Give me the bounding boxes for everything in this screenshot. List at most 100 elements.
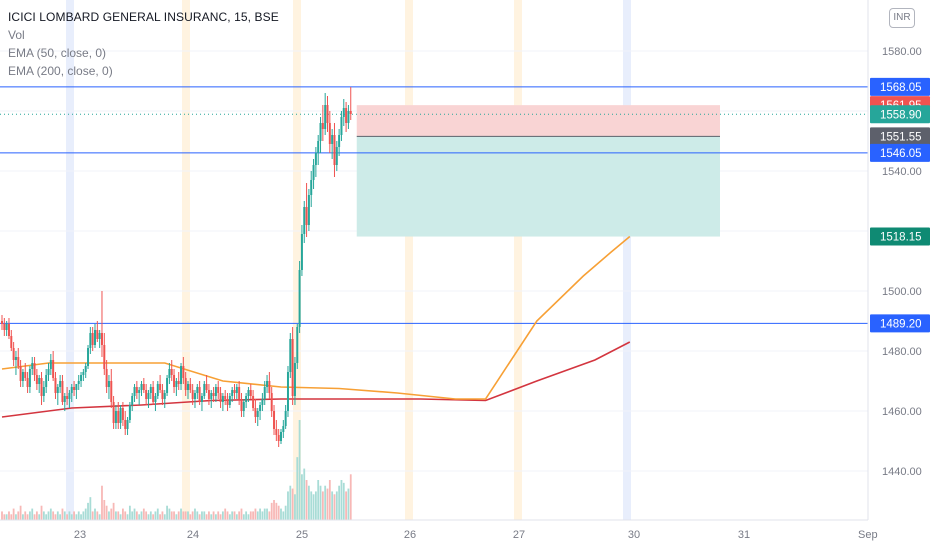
price-label-hline: 1489.20 — [880, 318, 922, 330]
candle-body — [89, 333, 92, 348]
volume-bar — [163, 514, 166, 520]
candle-body — [163, 393, 166, 399]
candle-body — [121, 408, 124, 420]
candle-body — [28, 369, 31, 387]
candle-body — [14, 357, 17, 360]
candle-body — [47, 369, 50, 375]
price-label-target: 1518.15 — [880, 232, 922, 244]
candle-body — [203, 384, 206, 396]
volume-bar — [80, 514, 82, 520]
candle-body — [103, 345, 106, 369]
volume-bar — [61, 508, 64, 520]
legend-vol[interactable]: Vol — [8, 28, 25, 42]
volume-bar — [303, 468, 306, 520]
volume-bar — [282, 511, 285, 520]
volume-bar — [215, 514, 217, 520]
candle-body — [159, 384, 162, 390]
candle-body — [182, 366, 185, 378]
volume-bar — [294, 494, 296, 520]
volume-bar — [261, 511, 264, 520]
candle-body — [221, 396, 224, 402]
volume-bar — [338, 485, 341, 520]
volume-bar — [108, 511, 110, 520]
volume-bar — [263, 508, 266, 520]
volume-bar — [131, 511, 134, 520]
candle-body — [240, 399, 243, 411]
volume-bar — [126, 514, 129, 520]
volume-bar — [235, 514, 238, 520]
legend-ema200[interactable]: EMA (200, close, 0) — [8, 64, 113, 78]
candle-body — [40, 378, 43, 396]
x-tick-label: 26 — [404, 529, 416, 541]
candle-body — [170, 369, 173, 375]
candle-body — [205, 384, 208, 390]
candle-body — [10, 336, 13, 348]
volume-bar — [266, 508, 268, 520]
volume-bar — [233, 511, 236, 520]
session-band — [182, 0, 190, 520]
candle-body — [59, 381, 62, 387]
volume-bar — [31, 508, 34, 520]
candle-body — [193, 393, 196, 399]
session-bands — [66, 0, 631, 520]
volume-bar — [284, 505, 287, 520]
candle-body — [12, 348, 15, 360]
volume-bar — [91, 511, 94, 520]
legend-ema50[interactable]: EMA (50, close, 0) — [8, 46, 107, 60]
ema200-line — [1, 341, 631, 418]
candle-body — [235, 387, 238, 393]
volume-bar — [242, 514, 245, 520]
volume-bar — [73, 511, 75, 520]
candle-body — [82, 372, 85, 375]
volume-bar — [319, 485, 322, 520]
candle-body — [210, 393, 213, 399]
session-band — [514, 0, 522, 520]
candle-body — [261, 399, 264, 405]
candle-body — [114, 411, 117, 423]
candle-body — [117, 411, 120, 423]
candle-body — [212, 393, 215, 396]
volume-bar — [128, 505, 131, 520]
candle-body — [73, 387, 76, 390]
candle-body — [254, 408, 257, 417]
candle-body — [303, 207, 306, 234]
volume-bar — [42, 511, 45, 520]
volume-bar — [173, 511, 175, 520]
candle-body — [242, 402, 245, 411]
candle-body — [131, 396, 134, 405]
candle-body — [91, 333, 94, 345]
volume-bar — [219, 514, 222, 520]
candle-body — [128, 405, 131, 420]
volume-bar — [203, 511, 206, 520]
candle-body — [273, 411, 276, 429]
target-zone — [356, 136, 720, 237]
volume-bar — [347, 488, 350, 520]
candle-body — [268, 381, 271, 393]
candle-body — [219, 393, 222, 402]
volume-bar — [142, 508, 145, 520]
y-tick-label: 1440.00 — [882, 466, 922, 478]
candle-body — [98, 333, 101, 339]
ema-lines — [1, 235, 631, 418]
y-tick-label: 1580.00 — [882, 46, 922, 58]
volume-bar — [1, 511, 3, 520]
volume-bar — [194, 508, 196, 520]
candle-body — [238, 387, 241, 399]
volume-bar — [87, 502, 89, 520]
volume-bar — [331, 491, 334, 520]
volume-bar — [340, 480, 343, 520]
volume-bar — [161, 511, 164, 520]
volume-bar — [101, 485, 103, 520]
candle-body — [252, 396, 255, 408]
candle-body — [256, 411, 259, 417]
volume-bar — [268, 511, 271, 520]
candle-body — [200, 396, 203, 402]
volume-bar — [94, 508, 96, 520]
volume-bar — [49, 508, 52, 520]
y-tick-label: 1540.00 — [882, 166, 922, 178]
currency-button[interactable]: INR — [889, 8, 915, 28]
volume-bar — [321, 491, 324, 520]
candle-body — [61, 381, 64, 402]
time-axis: 23 24 25 26 27 30 31 Sep — [0, 519, 932, 550]
